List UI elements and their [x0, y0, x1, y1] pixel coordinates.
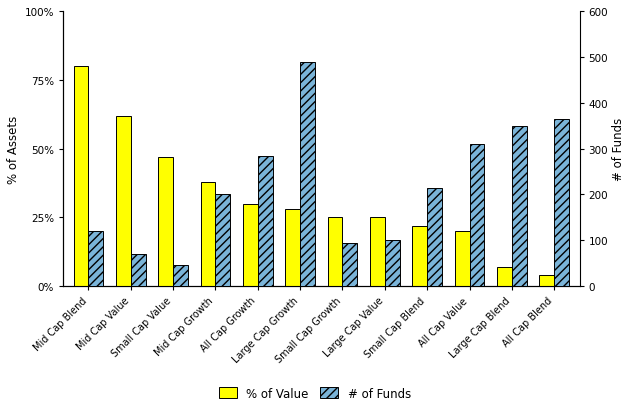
Bar — [300, 63, 315, 286]
Bar — [539, 275, 554, 286]
Y-axis label: % of Assets: % of Assets — [8, 115, 20, 183]
Bar — [200, 182, 215, 286]
Bar — [370, 218, 385, 286]
Bar — [173, 266, 188, 286]
Bar — [385, 240, 399, 286]
Bar — [427, 188, 442, 286]
Bar — [455, 231, 469, 286]
Bar — [131, 254, 146, 286]
Bar — [88, 231, 103, 286]
Bar — [215, 195, 230, 286]
Bar — [469, 145, 484, 286]
Bar — [554, 119, 569, 286]
Legend: % of Value, # of Funds: % of Value, # of Funds — [215, 383, 415, 403]
Bar — [158, 157, 173, 286]
Bar — [328, 218, 343, 286]
Bar — [512, 126, 527, 286]
Y-axis label: # of Funds: # of Funds — [612, 118, 626, 181]
Bar — [243, 204, 258, 286]
Bar — [285, 209, 300, 286]
Bar — [413, 226, 427, 286]
Bar — [258, 156, 273, 286]
Bar — [116, 117, 131, 286]
Bar — [74, 67, 88, 286]
Bar — [497, 267, 512, 286]
Bar — [343, 243, 357, 286]
